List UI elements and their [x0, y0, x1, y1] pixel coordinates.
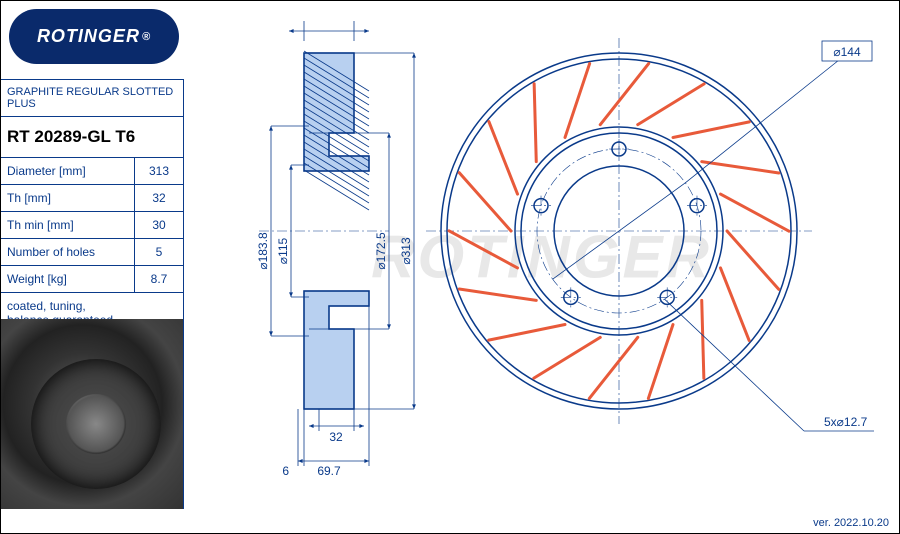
spec-label: Th min [mm]: [1, 212, 135, 238]
svg-text:32: 32: [329, 430, 343, 444]
svg-text:⌀313: ⌀313: [399, 237, 413, 265]
version-label: ver. 2022.10.20: [813, 517, 889, 529]
spec-label: Number of holes: [1, 239, 135, 265]
spec-label: Weight [kg]: [1, 266, 135, 292]
spec-row: Th min [mm]30: [1, 212, 184, 239]
part-number: RT 20289-GL T6: [1, 117, 184, 158]
product-subtitle: GRAPHITE REGULAR SLOTTED PLUS: [1, 80, 184, 117]
spec-value: 313: [135, 158, 183, 184]
spec-value: 32: [135, 185, 183, 211]
brand-text: ROTINGER: [37, 26, 140, 47]
spec-label: Diameter [mm]: [1, 158, 135, 184]
drawing-svg: ⌀183.8 ⌀115 ⌀172.5 ⌀313 69.7 6 32 ⌀144 5x⌀12.7: [184, 1, 900, 515]
svg-text:69.7: 69.7: [317, 464, 341, 478]
spec-row: Weight [kg]8.7: [1, 266, 184, 293]
product-photo: [1, 319, 184, 509]
brand-logo: ROTINGER®: [9, 9, 179, 64]
svg-text:⌀183.8: ⌀183.8: [256, 232, 270, 270]
spec-row: Diameter [mm]313: [1, 158, 184, 185]
svg-text:6: 6: [282, 464, 289, 478]
spec-value: 8.7: [135, 266, 183, 292]
svg-text:⌀144: ⌀144: [833, 45, 861, 59]
spec-value: 5: [135, 239, 183, 265]
technical-drawing: ROTINGER ⌀183.8⌀115⌀172.5⌀31369.7632⌀144…: [184, 1, 899, 513]
spec-value: 30: [135, 212, 183, 238]
spec-panel: GRAPHITE REGULAR SLOTTED PLUS RT 20289-G…: [1, 79, 184, 334]
reg-mark: ®: [142, 31, 151, 43]
spec-label: Th [mm]: [1, 185, 135, 211]
svg-text:⌀115: ⌀115: [276, 237, 290, 264]
spec-row: Th [mm]32: [1, 185, 184, 212]
svg-text:5x⌀12.7: 5x⌀12.7: [824, 415, 868, 429]
spec-row: Number of holes5: [1, 239, 184, 266]
svg-text:⌀172.5: ⌀172.5: [374, 232, 388, 270]
